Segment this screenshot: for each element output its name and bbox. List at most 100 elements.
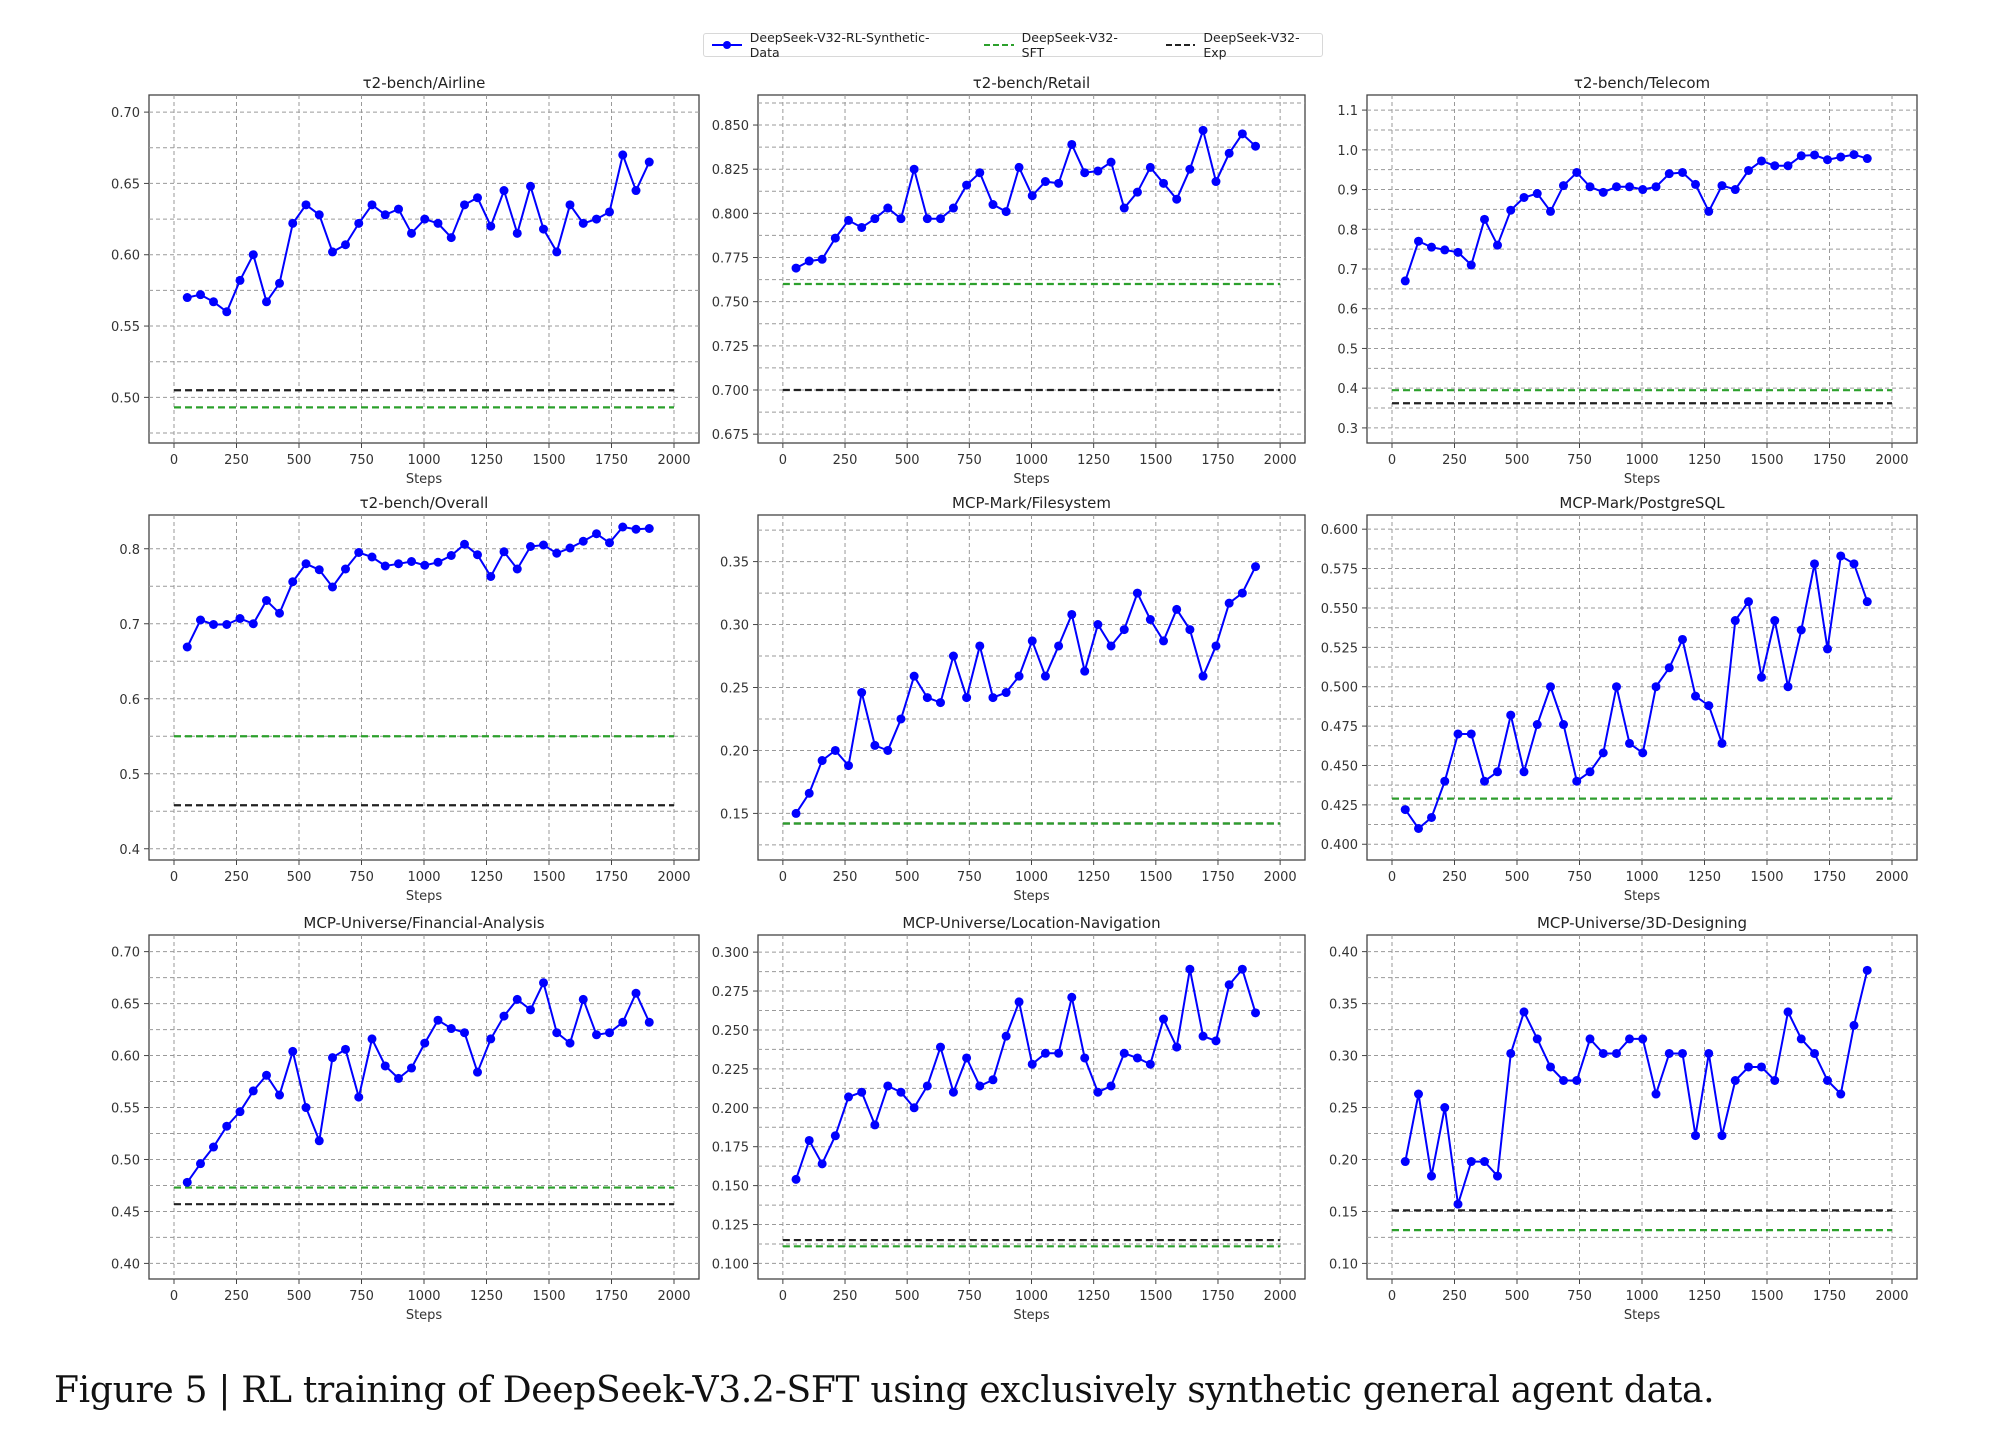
rl-data-point (578, 994, 588, 1004)
rl-data-point (1159, 1014, 1169, 1024)
rl-data-point (209, 620, 218, 629)
x-tick-label: 500 (287, 453, 312, 468)
rl-data-point (262, 1070, 271, 1080)
rl-series-line (1404, 554, 1869, 830)
rl-data-point (341, 1044, 350, 1054)
rl-data-point (791, 1174, 801, 1184)
rl-data-point (1704, 701, 1714, 711)
y-tick-label: 0.5 (119, 768, 140, 783)
x-tick-label: 2000 (1875, 870, 1908, 885)
rl-data-point (804, 256, 814, 266)
y-tick-label: 0.70 (111, 106, 140, 121)
x-tick-label: 0 (1388, 1289, 1396, 1304)
y-tick-label: 0.60 (111, 249, 140, 264)
rl-data-point (1730, 185, 1740, 195)
y-tick-label: 0.500 (1321, 681, 1358, 696)
x-tick-label: 1500 (1139, 453, 1172, 468)
rl-data-point (1466, 260, 1476, 270)
rl-data-point (1836, 1089, 1846, 1099)
y-tick-label: 0.35 (720, 556, 749, 571)
rl-data-point (407, 228, 416, 238)
rl-data-point (935, 698, 945, 708)
rl-data-point (288, 218, 298, 228)
rl-data-point (644, 524, 654, 533)
y-tick-label: 0.800 (712, 207, 749, 222)
rl-data-point (896, 714, 906, 724)
rl-data-point (473, 193, 482, 203)
rl-data-point (1198, 1031, 1208, 1041)
x-tick-label: 250 (224, 870, 249, 885)
y-tick-label: 0.775 (712, 252, 749, 267)
x-tick-label: 1750 (1201, 870, 1234, 885)
x-tick-label: 1000 (407, 1289, 440, 1304)
rl-data-point (1770, 1075, 1780, 1085)
rl-data-point (975, 168, 985, 178)
subplot-title: MCP-Universe/Financial-Analysis (303, 914, 544, 932)
rl-data-point (896, 1087, 906, 1097)
rl-data-point (1678, 634, 1687, 644)
x-tick-label: 250 (1442, 1289, 1467, 1304)
x-tick-label: 2000 (657, 453, 690, 468)
rl-data-point (922, 214, 932, 224)
x-tick-label: 1250 (470, 1289, 503, 1304)
x-tick-label: 1750 (1201, 453, 1234, 468)
y-tick-label: 0.600 (1321, 523, 1358, 538)
rl-data-point (1198, 125, 1208, 135)
y-tick-label: 0.50 (111, 1153, 140, 1168)
rl-data-point (1466, 729, 1476, 739)
rl-data-point (486, 221, 496, 231)
x-axis-label: Steps (1013, 889, 1050, 904)
rl-data-point (301, 200, 311, 210)
x-axis-label: Steps (406, 472, 443, 487)
rl-data-point (1532, 720, 1542, 730)
y-tick-label: 0.300 (712, 946, 749, 961)
rl-data-point (1691, 691, 1700, 701)
rl-data-point (1027, 636, 1037, 646)
rl-data-point (262, 297, 271, 307)
rl-data-point (473, 1067, 482, 1077)
subplot-title: MCP-Universe/3D-Designing (1537, 914, 1747, 932)
rl-data-point (209, 1142, 218, 1152)
rl-data-point (1559, 720, 1568, 730)
rl-data-point (578, 536, 588, 546)
y-tick-label: 0.30 (720, 619, 749, 634)
subplot-7: 0 250 500 750 1000 1250 1500 1750 2000 0.40 0.45 0.… (111, 914, 700, 1323)
rl-data-point (975, 641, 985, 651)
rl-data-point (1080, 666, 1090, 676)
rl-data-point (1185, 964, 1195, 974)
rl-data-point (857, 1087, 867, 1097)
rl-data-point (1757, 156, 1766, 166)
rl-data-point (473, 550, 482, 560)
rl-data-point (922, 693, 932, 703)
rl-data-point (1198, 671, 1208, 681)
rl-data-point (1480, 1157, 1489, 1167)
x-tick-label: 750 (1567, 870, 1592, 885)
rl-data-point (1862, 154, 1872, 164)
rl-data-point (552, 1028, 562, 1038)
rl-data-point (1427, 1171, 1436, 1181)
rl-data-point (909, 164, 919, 174)
rl-data-point (1638, 748, 1648, 758)
figure-caption: Figure 5 | RL training of DeepSeek-V3.2-… (54, 1370, 1715, 1411)
rl-data-point (1757, 1062, 1766, 1072)
rl-data-point (1440, 245, 1450, 255)
rl-data-point (804, 788, 814, 798)
subplot-3: 0 250 500 750 1000 1250 1500 1750 2000 0.3 0.4 0.5 0… (1337, 74, 1918, 487)
rl-data-point (539, 978, 548, 988)
y-tick-label: 0.700 (712, 384, 749, 399)
rl-data-point (817, 254, 827, 264)
rl-data-point (988, 693, 998, 703)
y-tick-label: 0.8 (119, 543, 140, 558)
rl-data-point (446, 233, 456, 243)
rl-data-point (314, 1136, 324, 1146)
x-tick-label: 1750 (595, 870, 628, 885)
rl-data-point (526, 1005, 535, 1015)
rl-data-point (883, 745, 893, 755)
x-tick-label: 750 (957, 1289, 982, 1304)
x-tick-label: 1000 (1625, 453, 1658, 468)
x-tick-label: 1500 (1139, 1289, 1172, 1304)
x-tick-label: 0 (1388, 870, 1396, 885)
y-tick-label: 0.9 (1337, 184, 1358, 199)
rl-data-point (922, 1081, 932, 1091)
rl-data-point (618, 522, 628, 532)
